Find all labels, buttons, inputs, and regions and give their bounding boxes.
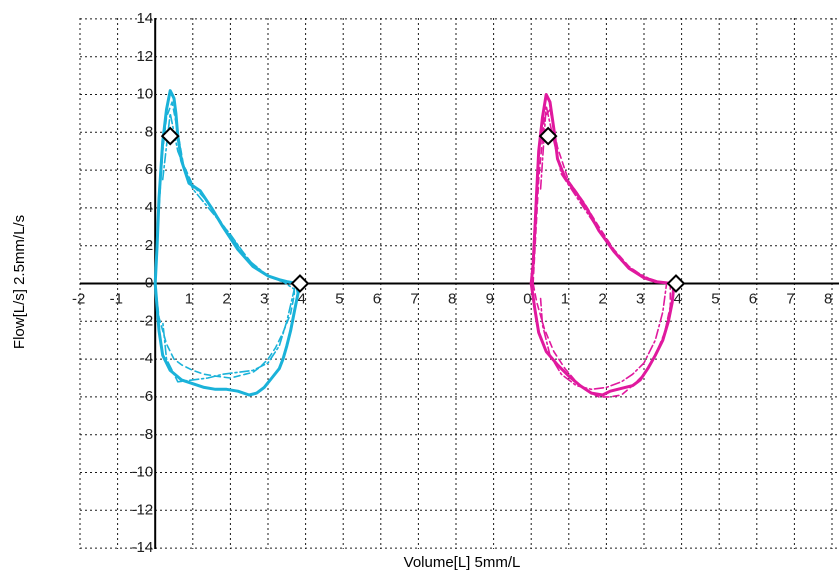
y-tick-label: -8 xyxy=(140,426,153,443)
series-line-1-dashed xyxy=(154,101,296,379)
y-tick-label: 10 xyxy=(137,86,154,103)
y-tick-label: 2 xyxy=(145,237,153,254)
x-tick-label: 1 xyxy=(561,291,569,308)
x-tick-label: 2 xyxy=(222,291,230,308)
y-axis-label: Flow[L/s] 2.5mm/L/s xyxy=(11,215,28,349)
diamond-marker xyxy=(666,274,686,293)
y-tick-label: 14 xyxy=(137,10,154,27)
x-tick-label: 6 xyxy=(749,291,757,308)
x-tick-label: 7 xyxy=(786,291,794,308)
x-tick-label: -1 xyxy=(110,291,123,308)
x-tick-label: 2 xyxy=(598,291,606,308)
y-tick-label: 12 xyxy=(137,48,154,65)
series-line-2-dashdot xyxy=(539,105,668,391)
x-tick-label: 5 xyxy=(711,291,719,308)
x-axis-label: Volume[L] 5mm/L xyxy=(404,554,521,571)
y-tick-label: 8 xyxy=(145,123,153,140)
point-markers xyxy=(160,126,686,293)
series-line-1-dashdot xyxy=(161,112,296,383)
y-tick-label: -2 xyxy=(140,312,153,329)
x-tick-label: 7 xyxy=(410,291,418,308)
axes xyxy=(80,18,839,549)
x-tick-label: 8 xyxy=(824,291,832,308)
x-tick-label: 0 xyxy=(523,291,531,308)
x-tick-label: 4 xyxy=(674,291,682,308)
y-tick-label: -12 xyxy=(132,501,154,518)
diamond-marker xyxy=(538,126,558,146)
x-tick-label: 3 xyxy=(636,291,644,308)
series-curves xyxy=(153,89,676,398)
x-tick-label: 5 xyxy=(335,291,343,308)
y-tick-label: -6 xyxy=(140,388,153,405)
y-tick-label: -4 xyxy=(140,350,153,367)
x-tick-label: 6 xyxy=(373,291,381,308)
diamond-marker xyxy=(160,126,180,146)
y-tick-label: -14 xyxy=(132,539,154,556)
x-tick-label: 3 xyxy=(260,291,268,308)
diamond-marker xyxy=(290,274,310,293)
y-tick-label: 4 xyxy=(145,199,153,216)
x-tick-label: 4 xyxy=(298,291,306,308)
x-tick-label: -2 xyxy=(72,291,85,308)
y-tick-label: 0 xyxy=(145,275,153,292)
series-line-2-dashed xyxy=(532,108,672,398)
x-tick-label: 1 xyxy=(185,291,193,308)
y-tick-label: -10 xyxy=(132,464,154,481)
x-tick-label: 8 xyxy=(448,291,456,308)
y-tick-label: 6 xyxy=(145,161,153,178)
x-tick-label: 9 xyxy=(486,291,494,308)
